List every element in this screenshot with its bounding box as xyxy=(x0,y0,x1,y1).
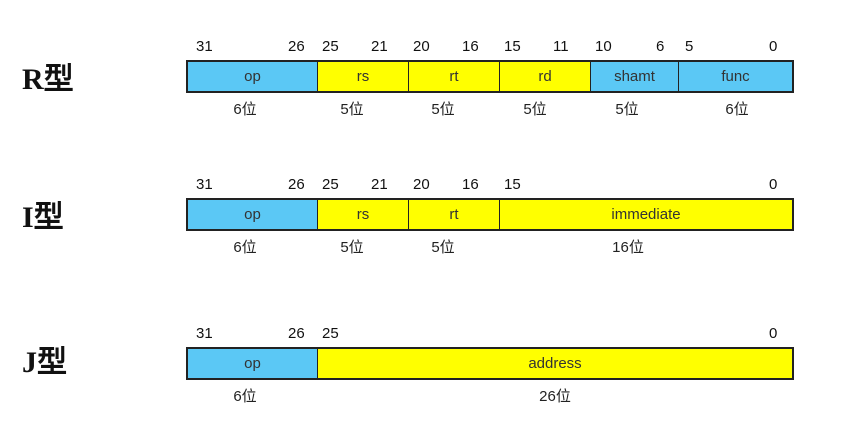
r-format: R型 31 26 25 21 20 16 15 11 10 6 5 0 op r… xyxy=(0,38,859,138)
field-width: 5位 xyxy=(340,239,364,256)
field-rs: rs xyxy=(318,200,409,229)
field-width: 6位 xyxy=(233,101,257,118)
field-shamt: shamt xyxy=(591,62,679,91)
field-width: 6位 xyxy=(725,101,749,118)
r-field-bar: op rs rt rd shamt func xyxy=(186,60,794,93)
bit-index: 26 xyxy=(288,38,305,55)
j-field-bar: op address xyxy=(186,347,794,380)
j-format: J型 31 26 25 0 op address 6位 26位 xyxy=(0,325,859,425)
field-op: op xyxy=(188,200,318,229)
r-bit-indices: 31 26 25 21 20 16 15 11 10 6 5 0 xyxy=(0,38,859,58)
field-width: 26位 xyxy=(539,388,571,405)
field-address: address xyxy=(318,349,792,378)
bit-index: 6 xyxy=(656,38,665,55)
field-rd: rd xyxy=(500,62,591,91)
field-op: op xyxy=(188,62,318,91)
bit-index: 25 xyxy=(322,176,339,193)
field-width: 6位 xyxy=(233,388,257,405)
field-width: 16位 xyxy=(612,239,644,256)
field-rs: rs xyxy=(318,62,409,91)
bit-index: 25 xyxy=(322,38,339,55)
field-width: 5位 xyxy=(431,101,455,118)
field-rt: rt xyxy=(409,200,500,229)
j-bit-indices: 31 26 25 0 xyxy=(0,325,859,345)
field-width: 5位 xyxy=(340,101,364,118)
bit-index: 15 xyxy=(504,176,521,193)
i-field-bar: op rs rt immediate xyxy=(186,198,794,231)
field-immediate: immediate xyxy=(500,200,792,229)
bit-index: 0 xyxy=(769,38,778,55)
field-op: op xyxy=(188,349,318,378)
bit-index: 20 xyxy=(413,176,430,193)
j-type-label: J型 xyxy=(22,346,67,379)
field-func: func xyxy=(679,62,792,91)
bit-index: 15 xyxy=(504,38,521,55)
j-field-widths: 6位 26位 xyxy=(0,387,859,409)
bit-index: 26 xyxy=(288,176,305,193)
bit-index: 26 xyxy=(288,325,305,342)
i-format: I型 31 26 25 21 20 16 15 0 op rs rt immed… xyxy=(0,176,859,276)
bit-index: 5 xyxy=(685,38,694,55)
field-rt: rt xyxy=(409,62,500,91)
bit-index: 31 xyxy=(196,176,213,193)
field-width: 5位 xyxy=(615,101,639,118)
r-type-label: R型 xyxy=(22,63,74,96)
bit-index: 21 xyxy=(371,176,388,193)
bit-index: 0 xyxy=(769,325,778,342)
bit-index: 16 xyxy=(462,38,479,55)
bit-index: 31 xyxy=(196,325,213,342)
bit-index: 31 xyxy=(196,38,213,55)
bit-index: 20 xyxy=(413,38,430,55)
field-width: 5位 xyxy=(431,239,455,256)
bit-index: 25 xyxy=(322,325,339,342)
bit-index: 21 xyxy=(371,38,388,55)
r-field-widths: 6位 5位 5位 5位 5位 6位 xyxy=(0,100,859,122)
i-field-widths: 6位 5位 5位 16位 xyxy=(0,238,859,260)
field-width: 6位 xyxy=(233,239,257,256)
bit-index: 16 xyxy=(462,176,479,193)
i-bit-indices: 31 26 25 21 20 16 15 0 xyxy=(0,176,859,196)
bit-index: 10 xyxy=(595,38,612,55)
bit-index: 0 xyxy=(769,176,778,193)
field-width: 5位 xyxy=(523,101,547,118)
bit-index: 11 xyxy=(553,38,569,55)
i-type-label: I型 xyxy=(22,201,64,234)
